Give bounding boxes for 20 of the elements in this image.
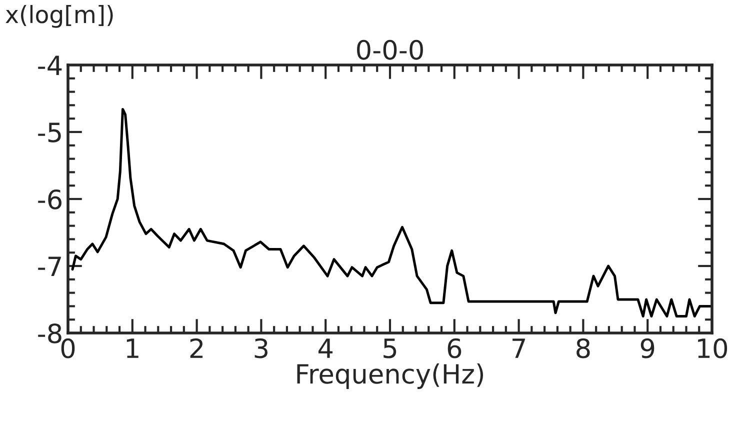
x-tick-label: 2	[190, 338, 203, 358]
x-tick-label: 1	[126, 338, 138, 358]
y-tick-label: -8	[38, 323, 62, 344]
x-tick-label: 8	[576, 338, 590, 358]
line-series	[71, 108, 712, 318]
y-tick-label: -6	[38, 189, 62, 210]
x-tick-label: 7	[512, 338, 525, 358]
chart-title: 0-0-0	[357, 40, 423, 60]
y-tick-label: -7	[38, 256, 61, 276]
x-tick-label: 10	[698, 338, 728, 358]
y-tick-label: -4	[38, 56, 62, 76]
x-tick-label: 5	[384, 338, 396, 358]
x-tick-label: 0	[61, 338, 75, 358]
x-tick-label: 6	[448, 338, 462, 358]
x-axis-title: Frequency(Hz)	[297, 363, 484, 389]
y-axis-title: x(log[m])	[6, 5, 113, 28]
y-tick-label: -5	[38, 122, 61, 142]
x-tick-label: 9	[640, 338, 654, 358]
x-tick-label: 4	[318, 338, 333, 358]
x-tick-label: 3	[254, 338, 268, 358]
